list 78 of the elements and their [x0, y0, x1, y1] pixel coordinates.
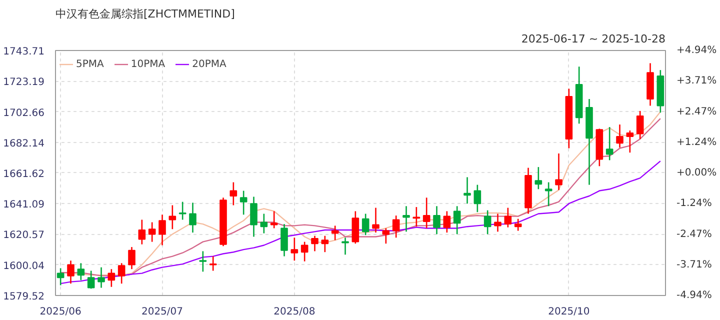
y2-tick-label: +2.47% [676, 106, 717, 118]
y-tick-label: 1702.66 [3, 108, 45, 119]
x-tick-label: 2025/10 [548, 306, 590, 318]
candlestick [300, 241, 308, 262]
candlestick [209, 256, 217, 272]
candlestick [464, 176, 471, 204]
candlestick [453, 206, 461, 235]
candlestick [77, 262, 85, 281]
chart-title: 中汉有色金属综指[ZHCTMMETIND] [56, 8, 235, 20]
y-tick-label: 1600.04 [3, 260, 45, 272]
candlestick [67, 260, 74, 284]
candlestick [138, 219, 146, 245]
candlestick [270, 210, 278, 229]
y2-tick-label: +3.71% [676, 76, 717, 86]
candlestick [240, 190, 248, 216]
candlestick [56, 268, 64, 286]
chart-subtitle: 2025-06-17 ~ 2025-10-28 [521, 32, 666, 46]
candlestick [118, 262, 126, 284]
candlestick [392, 214, 400, 238]
y-tick-label: 1682.14 [3, 138, 45, 150]
candlestick [626, 130, 634, 154]
x-tick-label: 2025/06 [40, 306, 82, 318]
y-tick-label: 1620.57 [3, 230, 45, 242]
candlestick [504, 207, 512, 228]
candlestick [128, 246, 136, 270]
candlestick [178, 201, 186, 220]
y-tick-label: 1641.09 [3, 200, 45, 211]
candlestick [189, 202, 196, 234]
candlestick [290, 236, 298, 262]
candlestick [494, 213, 502, 232]
candlestick [158, 214, 166, 246]
y2-tick-label: -1.24% [676, 198, 712, 210]
candlestick [474, 184, 482, 213]
y-tick-label: 1743.71 [3, 46, 45, 58]
y-tick-label: 1579.52 [3, 292, 45, 302]
y2-tick-label: +1.24% [676, 136, 717, 148]
y2-tick-label: +4.94% [676, 45, 717, 56]
candlestick [555, 152, 562, 191]
x-tick-label: 2025/07 [141, 306, 184, 318]
candlestick [484, 210, 492, 235]
candlestick [260, 213, 268, 234]
candlestick [402, 206, 410, 232]
candlestick [422, 196, 430, 229]
candlestick [148, 222, 156, 242]
candlestick [443, 210, 451, 234]
candlestick [108, 268, 116, 288]
candlestick [616, 124, 624, 148]
candlestick [514, 218, 522, 232]
legend-label: 20PMA [192, 58, 226, 70]
y-tick-label: 1723.19 [3, 77, 45, 88]
candlestick [250, 196, 258, 238]
candlestick [280, 223, 288, 257]
y2-tick-label: -4.94% [676, 290, 712, 301]
candlestick [168, 204, 176, 230]
y2-tick-label: -3.71% [676, 260, 712, 270]
candlestick [331, 225, 339, 241]
candlestick [321, 235, 329, 253]
y2-tick-label: -2.47% [676, 228, 712, 240]
candlestick [636, 110, 644, 140]
x-tick-label: 2025/08 [274, 306, 316, 318]
y-tick-label: 1661.62 [3, 168, 45, 180]
legend-label: 5PMA [76, 58, 104, 70]
candlestick [606, 126, 614, 161]
candlestick [544, 182, 552, 207]
candlestick [311, 235, 318, 252]
candlestick [433, 206, 440, 235]
y2-tick-label: +0.00% [676, 168, 717, 178]
candlestick [199, 250, 207, 272]
candlestick [98, 266, 105, 288]
legend-label: 10PMA [130, 58, 166, 70]
candlestick [87, 270, 95, 290]
candlestick [412, 206, 420, 228]
candlestick [352, 210, 360, 244]
candlestick [382, 228, 390, 244]
candlestick [372, 207, 380, 234]
candlestick [362, 213, 370, 236]
candlestick [534, 166, 542, 190]
candlestick [230, 182, 238, 206]
